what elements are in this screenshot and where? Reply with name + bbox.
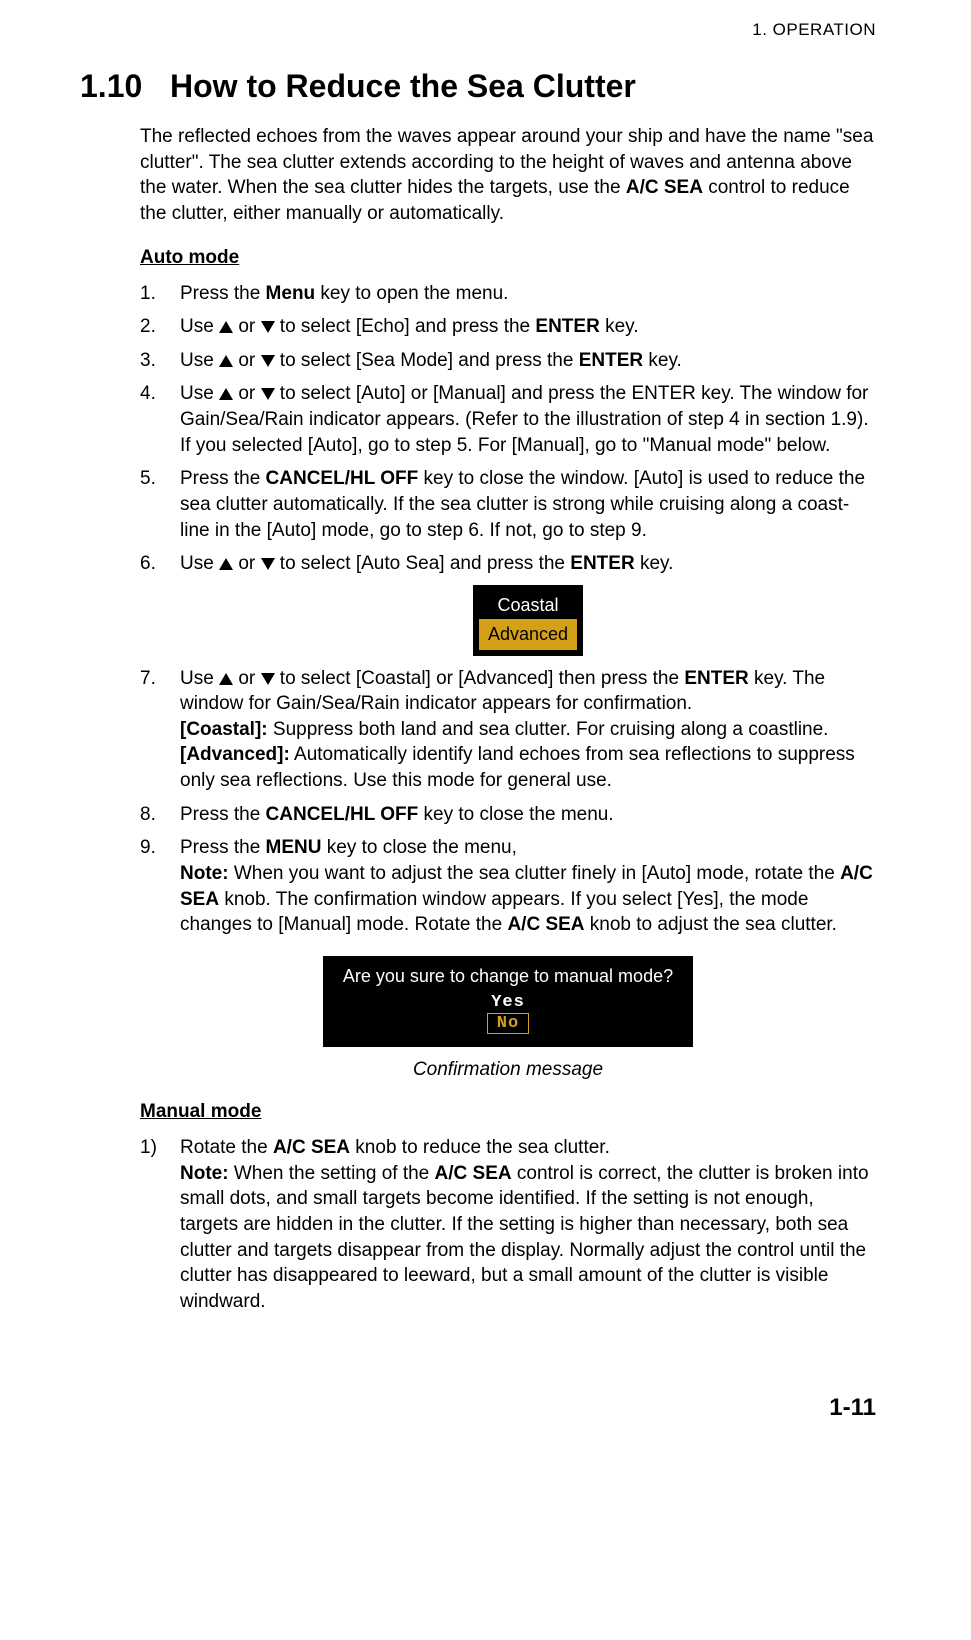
note-text: When the setting of the xyxy=(229,1163,435,1184)
coastal-label: [Coastal]: xyxy=(180,719,268,740)
manual-mode-heading: Manual mode xyxy=(140,1101,876,1123)
step-text: Press the xyxy=(180,283,266,304)
menu-option-coastal: Coastal xyxy=(479,591,577,619)
step-8: Press the CANCEL/HL OFF key to close the… xyxy=(140,802,876,828)
section-number: 1.10 xyxy=(80,68,170,105)
step-bold: MENU xyxy=(266,837,322,858)
step-text: key to open the menu. xyxy=(315,283,508,304)
step-text: Press the xyxy=(180,804,266,825)
step-bold: Menu xyxy=(266,283,316,304)
note-bold: A/C SEA xyxy=(435,1163,512,1184)
step-bold: CANCEL/HL OFF xyxy=(266,468,419,489)
note-text: control is correct, the clutter is broke… xyxy=(180,1163,869,1312)
step-6: Use or to select [Auto Sea] and press th… xyxy=(140,551,876,655)
confirmation-no-selected: No xyxy=(487,1013,529,1034)
step-text: or xyxy=(233,553,260,574)
step-text: Press the xyxy=(180,837,266,858)
step-4: Use or to select [Auto] or [Manual] and … xyxy=(140,381,876,458)
document-page: 1. OPERATION 1.10 How to Reduce the Sea … xyxy=(0,0,971,1462)
step-bold: CANCEL/HL OFF xyxy=(266,804,419,825)
step-bold: ENTER xyxy=(570,553,634,574)
note-label: Note: xyxy=(180,863,229,884)
advanced-label: [Advanced]: xyxy=(180,744,290,765)
note-bold: A/C SEA xyxy=(507,914,584,935)
section-body: The reflected echoes from the waves appe… xyxy=(140,124,876,1314)
note-text: knob to adjust the sea clutter. xyxy=(585,914,837,935)
step-text: to select [Auto Sea] and press the xyxy=(275,553,571,574)
step-text: Use xyxy=(180,316,219,337)
step-text: Use xyxy=(180,350,219,371)
step-text: knob to reduce the sea clutter. xyxy=(350,1137,610,1158)
auto-mode-steps: Press the Menu key to open the menu. Use… xyxy=(140,281,876,938)
step-text: Rotate the xyxy=(180,1137,273,1158)
step-text: Use xyxy=(180,553,219,574)
manual-mode-steps: Rotate the A/C SEA knob to reduce the se… xyxy=(140,1135,876,1314)
down-arrow-icon xyxy=(261,388,275,400)
step-text: or xyxy=(233,316,260,337)
auto-mode-heading: Auto mode xyxy=(140,247,876,269)
step-text: or xyxy=(233,383,260,404)
step-9: Press the MENU key to close the menu, No… xyxy=(140,835,876,938)
step-1: Press the Menu key to open the menu. xyxy=(140,281,876,307)
up-arrow-icon xyxy=(219,321,233,333)
step-bold: ENTER xyxy=(535,316,599,337)
step-bold: A/C SEA xyxy=(273,1137,350,1158)
step-7: Use or to select [Coastal] or [Advanced]… xyxy=(140,666,876,794)
step-text: key. xyxy=(643,350,682,371)
intro-paragraph: The reflected echoes from the waves appe… xyxy=(140,124,876,227)
down-arrow-icon xyxy=(261,321,275,333)
note-label: Note: xyxy=(180,1163,229,1184)
down-arrow-icon xyxy=(261,673,275,685)
confirmation-question: Are you sure to change to manual mode? xyxy=(331,966,685,987)
running-header: 1. OPERATION xyxy=(80,20,876,40)
confirmation-dialog: Are you sure to change to manual mode? Y… xyxy=(323,956,693,1047)
up-arrow-icon xyxy=(219,355,233,367)
step-text: key to close the menu, xyxy=(322,837,517,858)
step-text: to select [Sea Mode] and press the xyxy=(275,350,579,371)
up-arrow-icon xyxy=(219,388,233,400)
confirmation-yes: Yes xyxy=(488,993,528,1012)
up-arrow-icon xyxy=(219,558,233,570)
step-bold: ENTER xyxy=(579,350,643,371)
step-text: key. xyxy=(600,316,639,337)
page-number: 1-11 xyxy=(80,1394,876,1422)
step-text: or xyxy=(233,668,260,689)
step-2: Use or to select [Echo] and press the EN… xyxy=(140,314,876,340)
coastal-text: Suppress both land and sea clutter. For … xyxy=(268,719,829,740)
section-heading: 1.10 How to Reduce the Sea Clutter xyxy=(80,68,876,105)
confirmation-caption: Confirmation message xyxy=(140,1059,876,1081)
up-arrow-icon xyxy=(219,673,233,685)
step-5: Press the CANCEL/HL OFF key to close the… xyxy=(140,466,876,543)
step-text: key. xyxy=(635,553,674,574)
step-text: to select [Coastal] or [Advanced] then p… xyxy=(275,668,685,689)
step-3: Use or to select [Sea Mode] and press th… xyxy=(140,348,876,374)
section-title: How to Reduce the Sea Clutter xyxy=(170,68,876,105)
step-text: or xyxy=(233,350,260,371)
down-arrow-icon xyxy=(261,355,275,367)
auto-sea-menu-box: Coastal Advanced xyxy=(473,585,583,656)
down-arrow-icon xyxy=(261,558,275,570)
intro-bold: A/C SEA xyxy=(626,177,703,198)
step-text: key to close the menu. xyxy=(418,804,613,825)
step-bold: ENTER xyxy=(684,668,748,689)
step-text: to select [Echo] and press the xyxy=(275,316,536,337)
step-text: to select [Auto] or [Manual] and press t… xyxy=(180,383,869,455)
step-text: Press the xyxy=(180,468,266,489)
manual-step-1: Rotate the A/C SEA knob to reduce the se… xyxy=(140,1135,876,1314)
step-text: Use xyxy=(180,383,219,404)
menu-option-advanced-selected: Advanced xyxy=(479,619,577,649)
step-text: Use xyxy=(180,668,219,689)
note-text: When you want to adjust the sea clutter … xyxy=(229,863,841,884)
